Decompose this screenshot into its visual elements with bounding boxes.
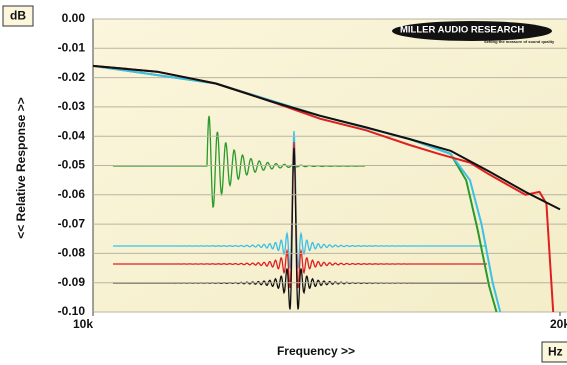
x-axis-title: Frequency >> [277, 344, 355, 358]
x-tick-label: 20k [550, 317, 567, 331]
y-axis-title: << Relative Response >> [14, 97, 28, 238]
y-tick-label: -0.01 [58, 40, 86, 54]
logo-badge [392, 21, 552, 41]
logo: MILLER AUDIO RESEARCH Setting the measur… [392, 21, 555, 44]
y-unit: dB [10, 9, 26, 23]
y-tick-label: -0.02 [58, 70, 86, 84]
y-tick-label: -0.09 [58, 275, 86, 289]
x-unit: Hz [548, 345, 563, 359]
y-tick-label: -0.10 [58, 304, 86, 318]
y-tick-label: -0.08 [58, 246, 86, 260]
y-tick-label: -0.07 [58, 216, 86, 230]
unit-box [2, 5, 34, 27]
y-tick-label: -0.04 [58, 128, 86, 142]
impulse-trace [113, 130, 487, 269]
y-tick-label: 0.00 [62, 11, 86, 25]
response-curve [92, 64, 561, 211]
brand: MILLER AUDIO RESEARCH [400, 25, 524, 36]
tagline: Setting the measure of sound quality [484, 39, 555, 44]
y-tick-label: -0.03 [58, 99, 86, 113]
x-tick-label: 10k [73, 317, 93, 331]
y-tick-label: -0.05 [58, 158, 86, 172]
y-tick-label: -0.06 [58, 187, 86, 201]
impulse-trace [113, 141, 487, 289]
unit-box [541, 341, 567, 363]
